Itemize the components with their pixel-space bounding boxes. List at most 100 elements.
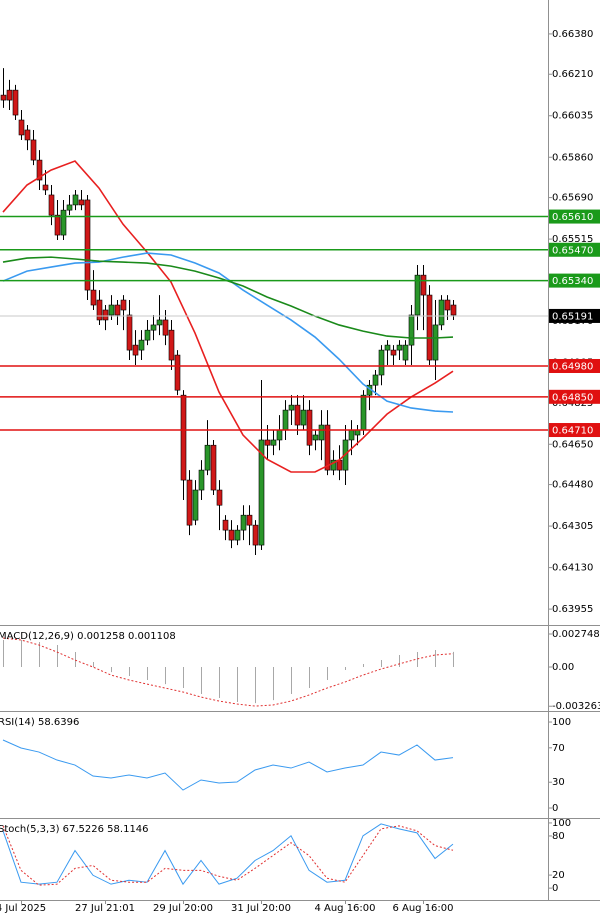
level-label-box bbox=[549, 209, 600, 224]
candle-body bbox=[42, 184, 49, 191]
candle-body bbox=[276, 429, 283, 441]
y-tick-label: 0.66035 bbox=[552, 111, 593, 122]
y-tick-label: 0 bbox=[552, 883, 558, 894]
candle-body bbox=[78, 199, 85, 206]
level-label-box bbox=[549, 242, 600, 257]
candle-body bbox=[90, 289, 97, 306]
candle-body bbox=[420, 274, 427, 296]
y-tick-label: 0.64130 bbox=[552, 563, 593, 574]
candle-body bbox=[264, 439, 271, 446]
y-tick-label: 80 bbox=[552, 831, 565, 842]
indicator-line bbox=[2, 739, 454, 791]
candle-body bbox=[408, 314, 415, 346]
level-label: 0.64850 bbox=[552, 392, 593, 403]
candle-body bbox=[402, 344, 409, 361]
level-label-box bbox=[549, 358, 600, 373]
candle-body bbox=[0, 94, 7, 101]
candle-body bbox=[312, 434, 319, 441]
candle-body bbox=[6, 89, 13, 101]
y-tick-label: 20 bbox=[552, 870, 565, 881]
candle-body bbox=[216, 489, 223, 506]
y-tick-label: 0.66210 bbox=[552, 69, 593, 80]
candle-body bbox=[234, 529, 241, 541]
candle-body bbox=[300, 409, 307, 426]
level-label-box bbox=[549, 423, 600, 438]
candle-body bbox=[36, 159, 43, 181]
level-label-box bbox=[549, 389, 600, 404]
candle-body bbox=[438, 299, 445, 326]
candle-body bbox=[318, 424, 325, 441]
x-tick-label: 4 Jul 2025 bbox=[0, 903, 46, 914]
level-label: 0.65610 bbox=[552, 212, 593, 223]
candle-body bbox=[210, 444, 217, 491]
candle-body bbox=[150, 324, 157, 331]
candle-body bbox=[258, 439, 265, 546]
candle-body bbox=[54, 214, 61, 236]
y-tick-label: 0.65690 bbox=[552, 193, 593, 204]
candle-body bbox=[222, 519, 229, 531]
candle-body bbox=[252, 524, 259, 546]
candle-body bbox=[204, 444, 211, 471]
y-tick-label: 70 bbox=[552, 743, 565, 754]
y-tick-label: 0.66380 bbox=[552, 29, 593, 40]
candle-body bbox=[270, 439, 277, 446]
candle-body bbox=[288, 404, 295, 411]
candle-body bbox=[240, 514, 247, 531]
candle-body bbox=[48, 194, 55, 216]
candle-body bbox=[12, 89, 19, 116]
level-label: 0.65470 bbox=[552, 245, 593, 256]
candle-body bbox=[390, 349, 397, 356]
candle-body bbox=[426, 294, 433, 361]
panel-title: RSI(14) 58.6396 bbox=[0, 717, 79, 728]
candle-body bbox=[396, 344, 403, 351]
indicator-line bbox=[2, 256, 454, 339]
candle-body bbox=[138, 339, 145, 351]
candle-body bbox=[24, 129, 31, 141]
panel-title: MACD(12,26,9) 0.001258 0.001108 bbox=[0, 631, 176, 642]
y-tick-label: 100 bbox=[552, 818, 571, 829]
y-tick-label: 100 bbox=[552, 717, 571, 728]
candle-body bbox=[102, 309, 109, 321]
y-tick-label: 0.64650 bbox=[552, 439, 593, 450]
candle-body bbox=[378, 349, 385, 376]
candle-body bbox=[348, 429, 355, 441]
candle-body bbox=[294, 404, 301, 426]
candle-body bbox=[96, 299, 103, 321]
candle-body bbox=[246, 514, 253, 526]
candle-body bbox=[180, 394, 187, 481]
candle-body bbox=[282, 409, 289, 431]
candle-body bbox=[84, 199, 91, 291]
y-tick-label: 0.65860 bbox=[552, 152, 593, 163]
candle-body bbox=[18, 119, 25, 136]
candle-body bbox=[72, 194, 79, 206]
candle-body bbox=[174, 354, 181, 391]
candle-body bbox=[360, 394, 367, 431]
x-tick-label: 6 Aug 16:00 bbox=[392, 903, 453, 914]
x-tick-label: 27 Jul 21:01 bbox=[75, 903, 135, 914]
candle-body bbox=[372, 374, 379, 386]
candle-body bbox=[306, 409, 313, 446]
candle-body bbox=[168, 329, 175, 361]
y-tick-label: -0.003263 bbox=[552, 701, 600, 712]
level-label: 0.64980 bbox=[552, 361, 593, 372]
indicator-line bbox=[2, 823, 454, 886]
candle-body bbox=[432, 324, 439, 361]
candle-body bbox=[330, 459, 337, 471]
candle-body bbox=[450, 304, 457, 316]
level-label: 0.64710 bbox=[552, 426, 593, 437]
candle-body bbox=[66, 204, 73, 211]
candle-body bbox=[198, 469, 205, 491]
candle-body bbox=[126, 314, 133, 351]
y-tick-label: 0.65515 bbox=[552, 234, 593, 245]
candle-body bbox=[144, 329, 151, 341]
candle-body bbox=[60, 209, 67, 236]
panel-title: Stoch(5,3,3) 67.5226 58.1146 bbox=[0, 824, 149, 835]
y-tick-label: 30 bbox=[552, 777, 565, 788]
last-price-label: 0.65191 bbox=[552, 311, 593, 322]
level-label: 0.65340 bbox=[552, 276, 593, 287]
candle-body bbox=[384, 344, 391, 351]
level-label-box bbox=[549, 273, 600, 288]
y-tick-label: 0.00 bbox=[552, 662, 574, 673]
